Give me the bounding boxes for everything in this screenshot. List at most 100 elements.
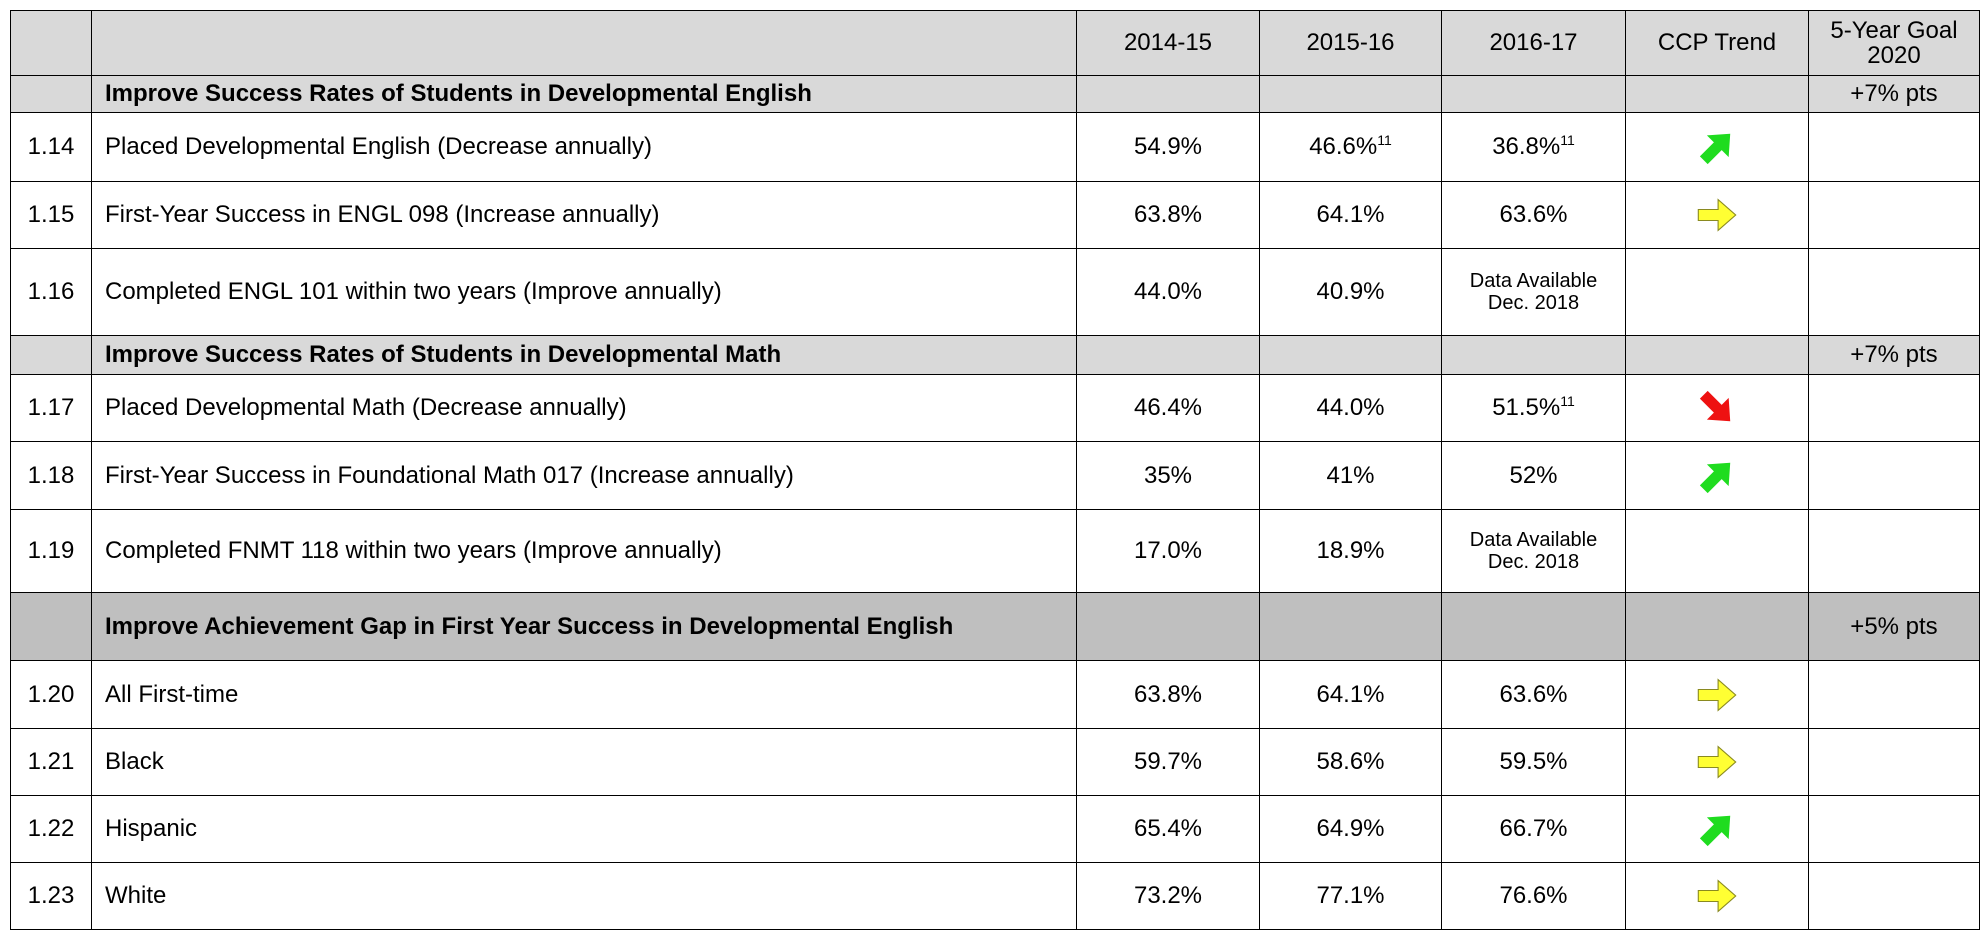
value-text: 59.7% <box>1133 748 1203 775</box>
row-label: All First-time <box>91 660 1077 729</box>
value-text: 73.2% <box>1133 882 1203 909</box>
row-label: Completed ENGL 101 within two years (Imp… <box>91 248 1077 336</box>
value-cell: 18.9% <box>1259 509 1442 593</box>
table-row: 1.22 Hispanic 65.4% 64.9% 66.7% <box>10 795 1980 863</box>
table-row: 1.14 Placed Developmental English (Decrea… <box>10 112 1980 182</box>
row-id: 1.20 <box>10 660 92 729</box>
value-cell: 66.7% <box>1441 795 1626 863</box>
trend-cell <box>1625 441 1809 510</box>
trend-arrow <box>1699 462 1731 493</box>
section-cell <box>1259 335 1442 375</box>
value-text: 46.6% <box>1309 133 1378 160</box>
value-cell: 59.7% <box>1076 728 1260 796</box>
section-cell <box>1625 75 1809 113</box>
section-cell <box>1259 75 1442 113</box>
arrow-shape <box>1697 677 1737 712</box>
value-cell: 44.0% <box>1076 248 1260 336</box>
value-text: 35% <box>1143 461 1193 489</box>
kpi-table: 2014-15 2015-16 2016-17 CCP Trend 5-Year Goa… <box>10 10 1980 930</box>
header-cell <box>10 10 92 76</box>
section-goal: +7% pts <box>1808 75 1980 113</box>
section-title: Improve Success Rates of Students in Dev… <box>91 75 1077 113</box>
row-id: 1.19 <box>10 509 92 593</box>
value-text: 41% <box>1326 461 1375 489</box>
value-text: 54.9% <box>1133 133 1203 160</box>
value-text: 64.1% <box>1316 201 1385 228</box>
section-cell <box>1076 592 1260 661</box>
footnote-ref: 11 <box>1377 132 1392 148</box>
trend-cell <box>1625 248 1809 336</box>
trend-cell <box>1625 374 1809 442</box>
arrow-shape <box>1697 198 1737 232</box>
table-row: 1.21 Black 59.7% 58.6% 59.5% <box>10 728 1980 796</box>
section-cell <box>1441 75 1626 113</box>
value-cell: 76.6% <box>1441 862 1626 930</box>
value-cell: 65.4% <box>1076 795 1260 863</box>
row-id: 1.14 <box>10 112 92 182</box>
row-id: 1.17 <box>10 374 92 442</box>
row-id: 1.23 <box>10 862 92 930</box>
value-cell: 35% <box>1076 441 1260 510</box>
arrow-shape <box>1699 462 1731 493</box>
arrow-shape <box>1699 390 1731 422</box>
header-cell: CCP Trend <box>1625 10 1809 76</box>
goal-cell <box>1808 441 1980 510</box>
row-label: First-Year Success in ENGL 098 (Increase… <box>91 181 1077 249</box>
table-body: 2014-15 2015-16 2016-17 CCP Trend 5-Year Goa… <box>10 10 1980 930</box>
trend-arrow <box>1699 390 1731 422</box>
value-cell: 63.8% <box>1076 660 1260 729</box>
value-cell: Data Available Dec. 2018 <box>1441 509 1626 593</box>
value-cell: 52% <box>1441 441 1626 510</box>
arrow-shape <box>1697 745 1737 779</box>
value-text: 63.6% <box>1499 680 1568 708</box>
arrow-shape <box>1699 133 1731 165</box>
row-label: Black <box>91 728 1077 796</box>
value-text: 52% <box>1509 461 1558 489</box>
header-cell: 2014-15 <box>1076 10 1260 76</box>
section-cell <box>1441 335 1626 375</box>
value-cell: 63.6% <box>1441 660 1626 729</box>
value-text: Data Available Dec. 2018 <box>1469 528 1598 573</box>
section-cell <box>1076 75 1260 113</box>
value-cell: 64.1% <box>1259 660 1442 729</box>
trend-arrow <box>1699 133 1731 165</box>
value-text: 64.1% <box>1316 680 1385 708</box>
value-cell: Data Available Dec. 2018 <box>1441 248 1626 336</box>
value-cell: 46.6%11 <box>1259 112 1442 182</box>
section-title: Improve Achievement Gap in First Year Su… <box>91 592 1077 661</box>
row-label: Completed FNMT 118 within two years (Imp… <box>91 509 1077 593</box>
section-cell <box>1625 592 1809 661</box>
value-cell: 44.0% <box>1259 374 1442 442</box>
value-text: 44.0% <box>1133 278 1203 305</box>
value-text: 63.8% <box>1133 680 1203 708</box>
value-cell: 54.9% <box>1076 112 1260 182</box>
trend-cell <box>1625 660 1809 729</box>
row-label: Placed Developmental English (Decrease a… <box>91 112 1077 182</box>
table-row: 1.16 Completed ENGL 101 within two years … <box>10 248 1980 336</box>
section-cell <box>10 592 92 661</box>
row-id: 1.16 <box>10 248 92 336</box>
goal-cell <box>1808 660 1980 729</box>
value-cell: 46.4% <box>1076 374 1260 442</box>
table-row: 1.17 Placed Developmental Math (Decrease … <box>10 374 1980 442</box>
value-text: 76.6% <box>1499 882 1568 909</box>
value-cell: 59.5% <box>1441 728 1626 796</box>
table-row: Improve Achievement Gap in First Year Su… <box>10 592 1980 661</box>
table-row: 1.15 First-Year Success in ENGL 098 (Incr… <box>10 181 1980 249</box>
value-text: 44.0% <box>1316 394 1385 421</box>
value-text: 66.7% <box>1499 815 1568 842</box>
table-row: 1.23 White 73.2% 77.1% 76.6% <box>10 862 1980 930</box>
value-cell: 58.6% <box>1259 728 1442 796</box>
trend-cell <box>1625 728 1809 796</box>
value-text: 46.4% <box>1133 394 1203 421</box>
section-cell <box>10 335 92 375</box>
arrow-shape <box>1699 815 1731 847</box>
value-cell: 73.2% <box>1076 862 1260 930</box>
row-id: 1.22 <box>10 795 92 863</box>
header-cell: 5-Year Goal 2020 <box>1808 10 1980 76</box>
row-id: 1.15 <box>10 181 92 249</box>
value-cell: 64.9% <box>1259 795 1442 863</box>
row-id: 1.18 <box>10 441 92 510</box>
trend-cell <box>1625 862 1809 930</box>
value-text: 65.4% <box>1133 815 1203 842</box>
